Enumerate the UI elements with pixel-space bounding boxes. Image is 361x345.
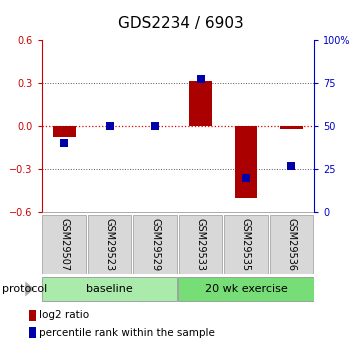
Bar [29,310,36,321]
Text: GSM29533: GSM29533 [196,218,205,270]
FancyBboxPatch shape [43,215,86,274]
Bar [235,126,257,198]
Bar [280,126,303,129]
Text: log2 ratio: log2 ratio [39,310,90,320]
Text: GSM29529: GSM29529 [150,218,160,270]
Point [197,77,203,82]
Text: GSM29507: GSM29507 [59,218,69,270]
Text: GDS2234 / 6903: GDS2234 / 6903 [118,16,243,30]
Text: GSM29535: GSM29535 [241,218,251,270]
FancyBboxPatch shape [42,277,177,300]
Text: baseline: baseline [86,284,133,294]
Text: percentile rank within the sample: percentile rank within the sample [39,328,215,337]
Point [288,163,294,168]
FancyBboxPatch shape [88,215,131,274]
Text: GSM29536: GSM29536 [286,218,296,270]
Bar [53,126,75,137]
Text: protocol: protocol [2,284,47,294]
FancyBboxPatch shape [224,215,268,274]
FancyBboxPatch shape [270,215,313,274]
Bar [189,81,212,126]
Point [61,140,67,146]
FancyBboxPatch shape [178,277,314,300]
Point [243,175,249,180]
FancyBboxPatch shape [133,215,177,274]
Point [107,123,113,129]
Point [152,123,158,129]
Bar [29,327,36,338]
FancyBboxPatch shape [179,215,222,274]
Text: 20 wk exercise: 20 wk exercise [205,284,287,294]
Text: GSM29523: GSM29523 [105,218,115,270]
